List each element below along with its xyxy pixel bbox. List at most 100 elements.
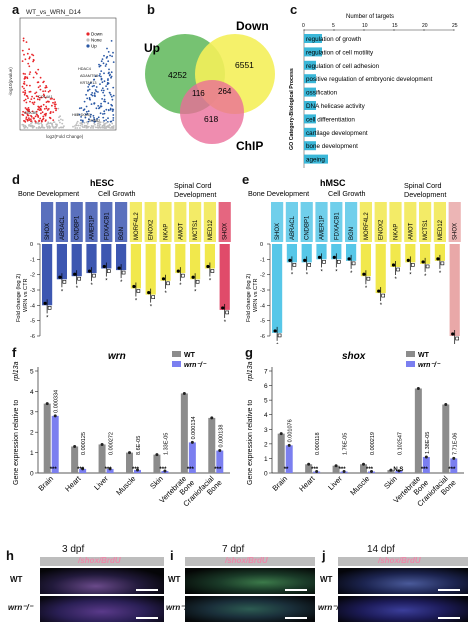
go-bar (304, 47, 322, 57)
volcano-point (24, 126, 26, 129)
volcano-point (101, 87, 104, 90)
significance-label: *** (77, 467, 85, 473)
volcano-point (93, 121, 96, 123)
volcano-point (112, 114, 115, 116)
replicate-point (389, 468, 393, 472)
replicate-point (444, 403, 448, 407)
significance-star: * (120, 280, 123, 286)
panel-label-a: a (12, 2, 20, 17)
volcano-point (102, 89, 105, 92)
volcano-point (49, 98, 52, 100)
volcano-point (54, 107, 57, 110)
go-category-label: cell differentiation (306, 116, 355, 123)
volcano-point (22, 91, 25, 93)
volcano-point (39, 117, 42, 120)
fold-change-bar (71, 244, 82, 277)
expression-bar (422, 456, 430, 473)
volcano-point (31, 121, 33, 124)
volcano-point (45, 86, 48, 89)
gene-header (404, 202, 417, 242)
svg-text:GSK3B: GSK3B (24, 111, 37, 115)
go-tick-label: 15 (392, 23, 398, 29)
volcano-point (58, 127, 60, 129)
volcano-point (100, 60, 103, 63)
fold-change-bar (346, 244, 357, 261)
y-tick-label: -6 (30, 334, 35, 340)
volcano-point (36, 81, 39, 84)
volcano-point (78, 107, 81, 110)
volcano-point (84, 113, 87, 116)
y-tick-label: 3 (264, 427, 268, 434)
volcano-point (108, 68, 110, 71)
replicate-point (100, 442, 104, 446)
volcano-point (30, 115, 33, 118)
volcano-point (82, 109, 85, 112)
replicate-point (307, 263, 311, 267)
replicate-point (287, 443, 291, 447)
fold-change-bar (190, 244, 201, 280)
replicate-point (315, 470, 319, 474)
panel-label-f: f (12, 345, 17, 360)
go-axis-title: Number of targets (346, 14, 394, 20)
y-axis-label: Fold change (log 2) (246, 274, 252, 322)
go-bar (304, 34, 322, 43)
volcano-point (97, 105, 100, 107)
replicate-point (396, 267, 400, 272)
volcano-point (45, 107, 48, 110)
svg-text:4252: 4252 (168, 70, 187, 80)
volcano-point (51, 123, 53, 126)
volcano-point (108, 126, 110, 128)
hmsc-fold-change-chart: hMSC Bone Development Cell Growth Spinal Co… (246, 178, 461, 344)
svg-text:6551: 6551 (235, 60, 254, 70)
volcano-point (21, 85, 24, 88)
volcano-point (22, 37, 25, 40)
significance-star: * (395, 277, 398, 283)
y-tick-label: 5 (30, 369, 34, 376)
volcano-point (97, 116, 100, 119)
gene-header (419, 202, 432, 242)
volcano-point (82, 126, 84, 129)
replicate-point (210, 269, 215, 273)
volcano-point (98, 74, 101, 77)
volcano-point (32, 103, 35, 105)
volcano-point (22, 39, 25, 42)
significance-star: * (365, 286, 368, 292)
group-label-spinal-2: Development (174, 190, 216, 199)
gene-label: CNDBP1 (305, 215, 311, 240)
gene-title: shox (342, 351, 366, 362)
panel-label-h: h (6, 548, 14, 563)
x-tick-label: Skin (148, 474, 165, 491)
expression-bar (305, 464, 313, 473)
volcano-point (49, 122, 52, 124)
gene-label: SHOX (45, 223, 51, 240)
svg-text:HDAC4: HDAC4 (78, 67, 91, 71)
volcano-point (74, 127, 77, 129)
venn-label-down: Down (236, 19, 269, 33)
volcano-point (84, 124, 87, 127)
volcano-point (102, 121, 105, 123)
gene-title: wrn (108, 351, 126, 362)
y-tick-label: -3 (260, 288, 265, 294)
replicate-point (421, 260, 425, 264)
significance-label: *** (214, 467, 222, 473)
replicate-point (370, 470, 373, 474)
expression-bar (180, 393, 188, 474)
volcano-point (103, 72, 105, 75)
volcano-point (37, 105, 40, 108)
volcano-point (22, 110, 24, 113)
gene-header (159, 202, 172, 242)
gene-label: BGN (119, 227, 125, 240)
volcano-point (28, 110, 31, 113)
fold-change-bar (175, 244, 186, 274)
replicate-point (307, 462, 311, 466)
replicate-point (151, 295, 155, 299)
volcano-point (42, 90, 44, 93)
volcano-point (107, 60, 110, 63)
group-label-spinal-1: Spinal Cord (174, 181, 212, 190)
volcano-point (91, 125, 93, 128)
volcano-point (24, 89, 26, 92)
volcano-point (112, 51, 114, 54)
fold-change-bar (56, 244, 67, 280)
volcano-point (104, 125, 106, 128)
volcano-point (91, 94, 94, 97)
